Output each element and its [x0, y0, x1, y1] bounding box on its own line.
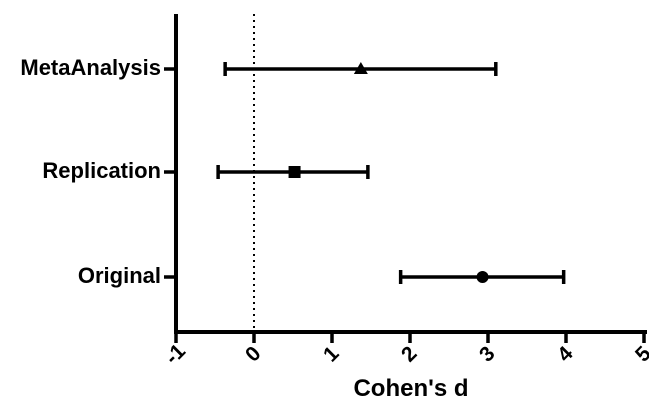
x-tick-label: -1 — [161, 339, 191, 369]
category-label: MetaAnalysis — [20, 55, 161, 80]
category-label: Replication — [42, 158, 161, 183]
x-tick-label: 1 — [319, 342, 344, 367]
x-axis-title: Cohen's d — [353, 375, 468, 402]
x-tick-label: 3 — [475, 342, 500, 367]
x-tick-label: 5 — [631, 342, 649, 367]
x-tick-label: 4 — [553, 342, 578, 367]
category-label: Original — [78, 263, 161, 288]
estimate-square-marker — [288, 166, 301, 178]
estimate-circle-marker — [476, 271, 489, 283]
y-axis-ticks: MetaAnalysis Replication Original — [20, 55, 176, 288]
x-tick-label: 2 — [397, 342, 422, 367]
x-axis-ticks: -1 0 1 2 3 4 5 — [161, 332, 649, 369]
estimates — [216, 62, 566, 284]
estimate-triangle-marker — [353, 62, 368, 74]
x-tick-label: 0 — [241, 342, 266, 367]
